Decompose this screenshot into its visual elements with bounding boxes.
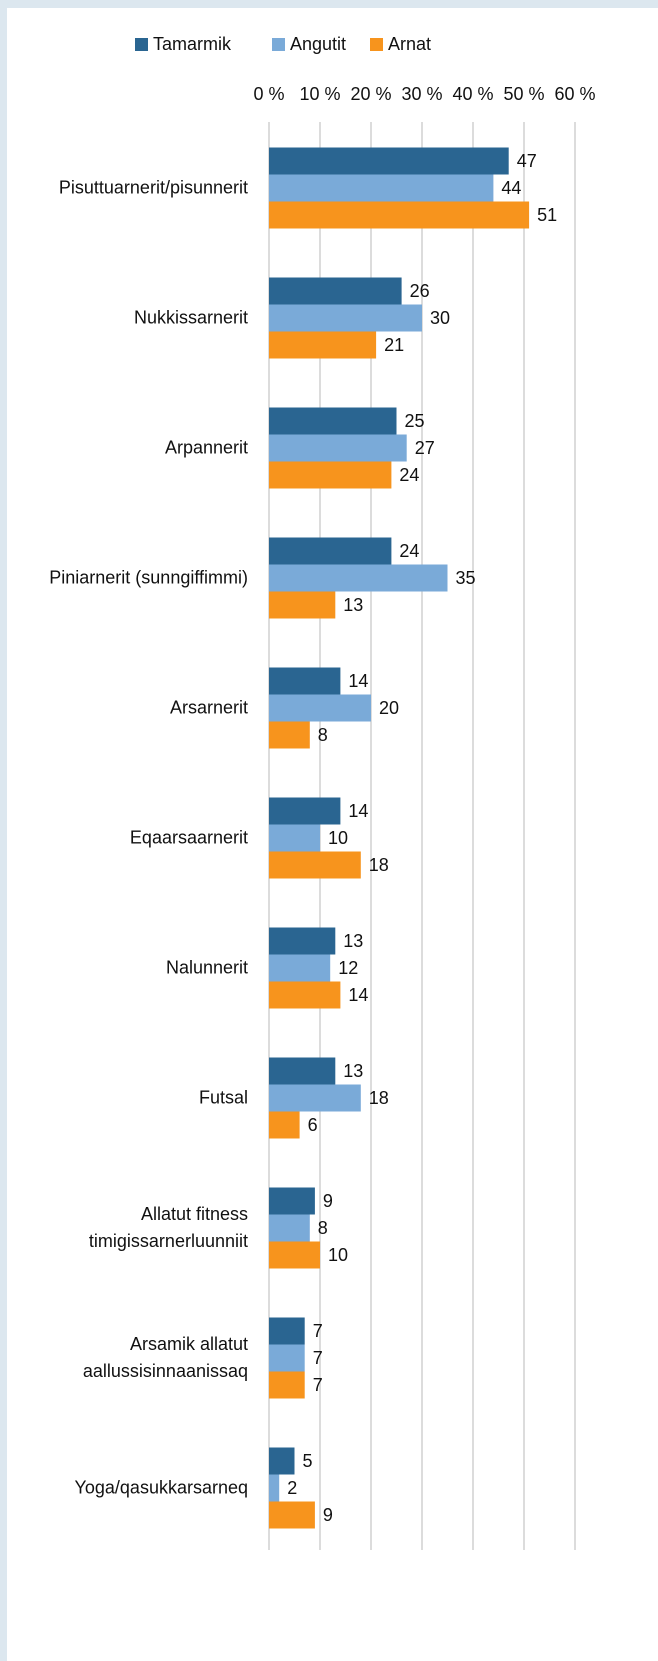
- bar: [269, 797, 341, 825]
- data-label: 7: [313, 1375, 323, 1395]
- bar: [269, 407, 397, 435]
- bar: [269, 331, 377, 359]
- category-label: Piniarnerit (sunngiffimmi): [49, 567, 248, 588]
- x-tick-label: 20 %: [350, 84, 391, 104]
- data-label: 8: [318, 1218, 328, 1238]
- data-label: 51: [537, 205, 557, 225]
- bar: [269, 304, 422, 332]
- bar: [269, 667, 341, 695]
- bar: [269, 694, 371, 722]
- x-tick-label: 30 %: [401, 84, 442, 104]
- data-label: 44: [501, 178, 521, 198]
- bar: [269, 591, 336, 619]
- bar: [269, 1344, 305, 1372]
- data-label: 7: [313, 1348, 323, 1368]
- category-label: Arpannerit: [164, 437, 248, 458]
- x-tick-label: 60 %: [554, 84, 595, 104]
- legend-label: Arnat: [388, 34, 431, 54]
- data-label: 13: [343, 595, 363, 615]
- bar: [269, 981, 341, 1009]
- data-label: 10: [328, 828, 348, 848]
- data-label: 14: [348, 801, 368, 821]
- bar: [269, 927, 336, 955]
- x-tick-label: 50 %: [503, 84, 544, 104]
- bar: [269, 537, 392, 565]
- bar: [269, 824, 320, 852]
- data-label: 14: [348, 985, 368, 1005]
- bar: [269, 851, 361, 879]
- data-label: 14: [348, 671, 368, 691]
- bar: [269, 1241, 320, 1269]
- legend-label: Tamarmik: [153, 34, 232, 54]
- category-label: Nukkissarnerit: [133, 307, 248, 328]
- data-label: 7: [313, 1321, 323, 1341]
- bar: [269, 147, 509, 175]
- legend-swatch: [272, 38, 285, 51]
- bar: [269, 1111, 300, 1139]
- data-label: 10: [328, 1245, 348, 1265]
- bar: [269, 174, 494, 202]
- data-label: 35: [456, 568, 476, 588]
- bar: [269, 564, 448, 592]
- data-label: 27: [415, 438, 435, 458]
- category-label: Eqaarsaarnerit: [129, 827, 248, 848]
- bar: [269, 721, 310, 749]
- bar: [269, 434, 407, 462]
- data-label: 9: [323, 1505, 333, 1525]
- bar: [269, 1501, 315, 1529]
- bar: [269, 1371, 305, 1399]
- category-label: Allatut fitness timigissarnerluunniit: [88, 1204, 248, 1251]
- data-label: 13: [343, 1061, 363, 1081]
- data-label: 18: [369, 1088, 389, 1108]
- x-tick-label: 0 %: [253, 84, 284, 104]
- x-tick-label: 40 %: [452, 84, 493, 104]
- bar: [269, 1084, 361, 1112]
- legend-swatch: [370, 38, 383, 51]
- data-label: 47: [517, 151, 537, 171]
- bar: [269, 1317, 305, 1345]
- bar: [269, 1214, 310, 1242]
- data-label: 18: [369, 855, 389, 875]
- category-label: Arsarnerit: [169, 697, 248, 718]
- data-label: 20: [379, 698, 399, 718]
- bar: [269, 201, 530, 229]
- bar: [269, 461, 392, 489]
- data-label: 8: [318, 725, 328, 745]
- data-label: 13: [343, 931, 363, 951]
- data-label: 9: [323, 1191, 333, 1211]
- data-label: 2: [287, 1478, 297, 1498]
- data-label: 21: [384, 335, 404, 355]
- data-label: 5: [303, 1451, 313, 1471]
- data-label: 12: [338, 958, 358, 978]
- bar: [269, 1474, 280, 1502]
- category-label: Futsal: [198, 1087, 248, 1108]
- category-label: Nalunnerit: [165, 957, 248, 978]
- data-label: 24: [399, 541, 419, 561]
- data-label: 26: [410, 281, 430, 301]
- legend-label: Angutit: [290, 34, 346, 54]
- bar: [269, 954, 331, 982]
- x-tick-label: 10 %: [299, 84, 340, 104]
- category-label: Pisuttuarnerit/pisunnerit: [58, 177, 248, 198]
- bar: [269, 1057, 336, 1085]
- category-label: Yoga/qasukkarsarneq: [74, 1477, 248, 1498]
- data-label: 6: [308, 1115, 318, 1135]
- data-label: 30: [430, 308, 450, 328]
- bar: [269, 277, 402, 305]
- data-label: 24: [399, 465, 419, 485]
- data-label: 25: [405, 411, 425, 431]
- bar: [269, 1447, 295, 1475]
- bar: [269, 1187, 315, 1215]
- category-label: Arsamik allatut aallussisinnaanissaq: [82, 1334, 248, 1381]
- legend-swatch: [135, 38, 148, 51]
